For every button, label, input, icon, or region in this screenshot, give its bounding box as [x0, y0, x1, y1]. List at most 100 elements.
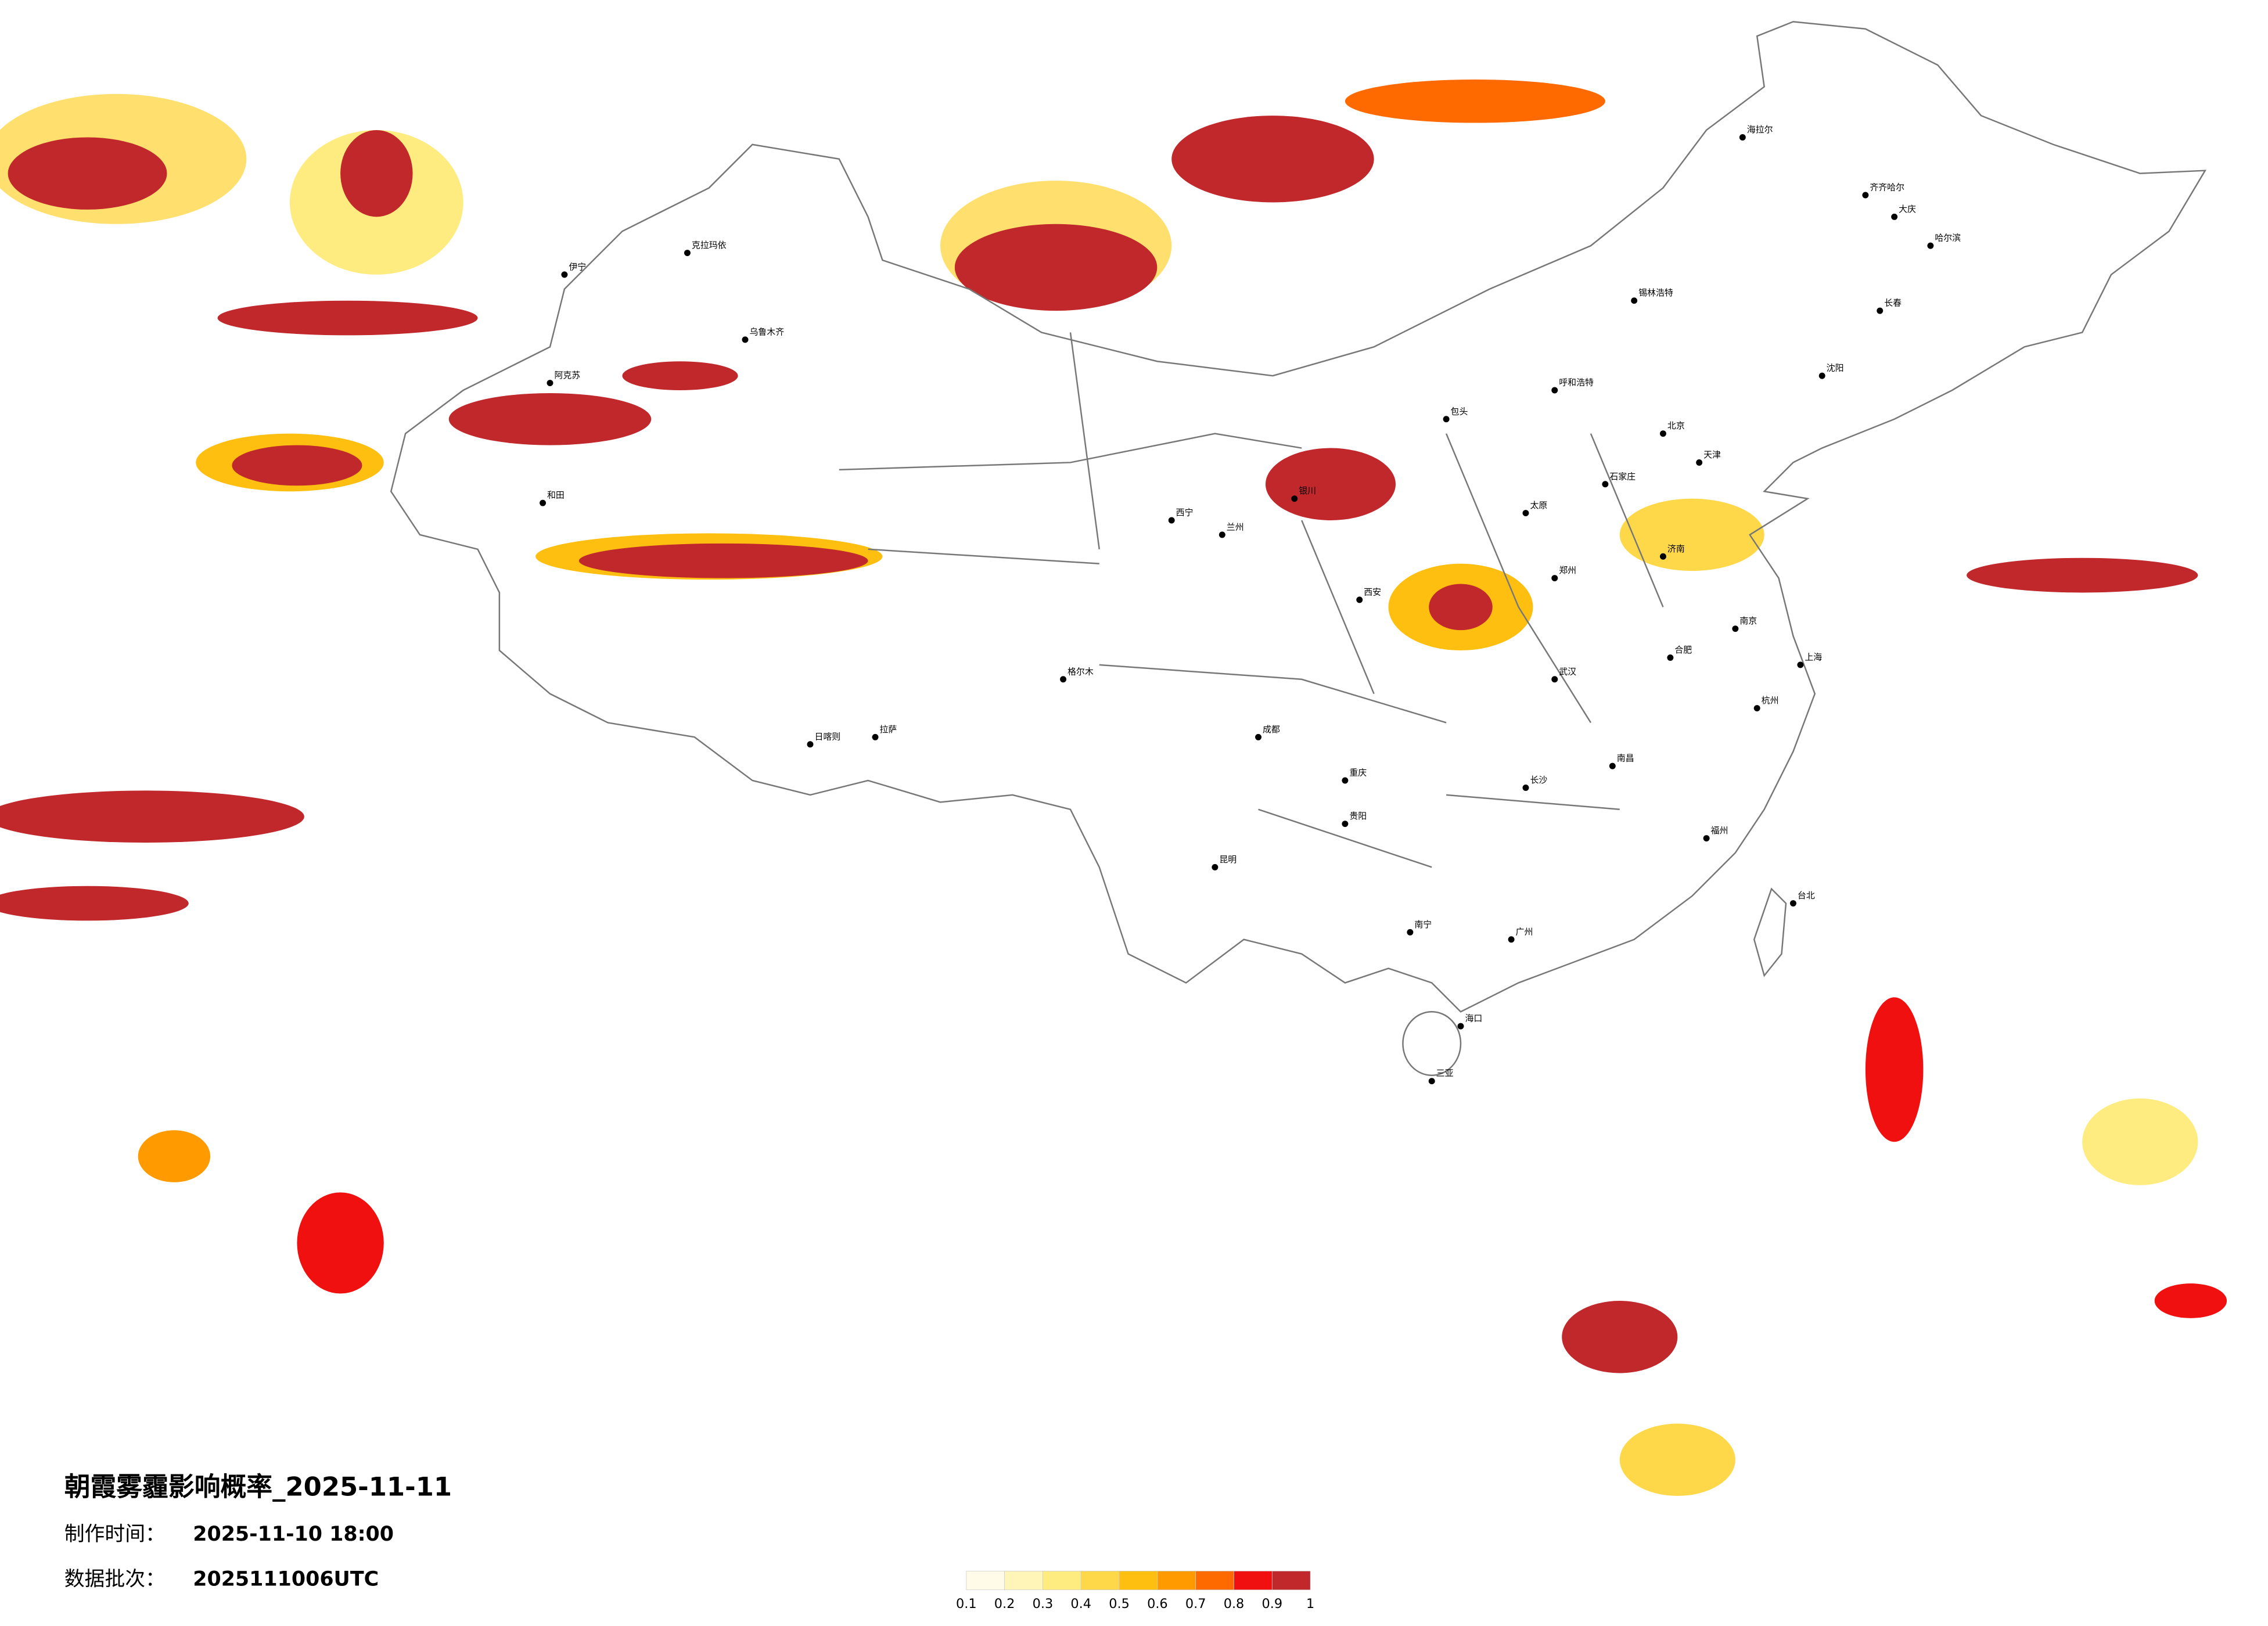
city-label: 重庆: [1349, 768, 1367, 778]
legend-swatch: [1195, 1571, 1234, 1591]
city-dot: [1342, 821, 1349, 828]
city-dot: [1551, 575, 1558, 582]
city-dot: [1219, 531, 1225, 538]
legend-swatch: [1271, 1571, 1311, 1591]
city-label: 长春: [1884, 298, 1902, 308]
city-dot: [1522, 784, 1529, 791]
city-label: 拉萨: [879, 724, 897, 735]
city-dot: [1457, 1023, 1464, 1030]
legend-tick-label: 0.3: [1033, 1596, 1054, 1611]
city-dot: [1609, 762, 1616, 769]
city-label: 南京: [1739, 616, 1757, 626]
haze-field: [0, 79, 2227, 1496]
city-dot: [742, 336, 749, 343]
city-label: 武汉: [1559, 666, 1576, 677]
city-label: 大庆: [1899, 204, 1916, 214]
city-dot: [1659, 430, 1666, 437]
legend-tick-label: 0.2: [994, 1596, 1015, 1611]
city-dot: [1862, 192, 1869, 199]
city-label: 海拉尔: [1747, 124, 1773, 135]
city-label: 济南: [1667, 544, 1685, 554]
city-dot: [1551, 387, 1558, 394]
legend-swatch: [1119, 1571, 1158, 1591]
city-label: 广州: [1516, 926, 1533, 937]
city-dot: [1508, 936, 1515, 943]
city-label: 伊宁: [569, 261, 586, 272]
city-dot: [1667, 654, 1674, 661]
city-dot: [1789, 900, 1796, 907]
city-label: 沈阳: [1827, 363, 1844, 373]
city-dot: [1168, 517, 1175, 524]
city-label: 乌鲁木齐: [749, 326, 784, 337]
legend-swatch: [1004, 1571, 1043, 1591]
legend-tick-label: 0.9: [1262, 1596, 1283, 1611]
city-dot: [1696, 459, 1703, 466]
city-label: 和田: [547, 490, 565, 501]
city-dot: [1522, 510, 1529, 517]
city-label: 上海: [1805, 652, 1822, 662]
city-label: 太原: [1530, 500, 1547, 510]
city-label: 郑州: [1559, 565, 1576, 575]
city-dot: [1443, 416, 1450, 423]
city-dot: [1739, 134, 1746, 141]
legend-swatch: [1080, 1571, 1120, 1591]
city-dot: [561, 271, 568, 278]
city-dot: [1732, 625, 1739, 632]
city-label: 台北: [1798, 890, 1815, 901]
city-dot: [684, 250, 691, 257]
city-label: 西安: [1364, 587, 1381, 597]
city-dot: [872, 733, 879, 740]
city-label: 哈尔滨: [1935, 233, 1961, 243]
city-label: 天津: [1703, 449, 1721, 460]
city-dot: [1356, 596, 1363, 603]
city-label: 杭州: [1762, 695, 1779, 706]
city-label: 北京: [1667, 420, 1685, 431]
city-dot: [807, 741, 814, 748]
legend-swatch: [1157, 1571, 1196, 1591]
city-dot: [1291, 495, 1298, 502]
batch-value: 2025111006UTC: [193, 1567, 379, 1591]
city-label: 福州: [1711, 825, 1728, 836]
legend-tick-label: 0.1: [956, 1596, 977, 1611]
city-dot: [1797, 661, 1804, 668]
legend-tick-label: 0.6: [1147, 1596, 1168, 1611]
legend-tick-label: 0.8: [1224, 1596, 1245, 1611]
city-dot: [1659, 553, 1666, 560]
legend-swatch: [966, 1571, 1005, 1591]
legend-swatch: [1234, 1571, 1273, 1591]
city-dot: [1891, 213, 1898, 220]
city-label: 齐齐哈尔: [1870, 182, 1904, 193]
legend-tick-label: 0.5: [1109, 1596, 1130, 1611]
city-dot: [1877, 307, 1884, 314]
city-label: 呼和浩特: [1559, 377, 1594, 388]
batch-label: 数据批次：: [64, 1567, 166, 1591]
city-label: 三亚: [1436, 1068, 1454, 1078]
city-label: 日喀则: [814, 731, 840, 742]
city-dot: [1703, 835, 1710, 842]
city-dot: [1060, 676, 1067, 683]
legend: 0.1 0.2 0.3 0.4 0.5 0.6 0.7 0.8 0.9 1: [956, 1571, 1314, 1611]
city-dot: [1631, 297, 1638, 304]
city-label: 格尔木: [1067, 666, 1094, 677]
city-label: 包头: [1451, 406, 1468, 416]
city-dot: [1407, 929, 1414, 936]
city-dot: [1927, 242, 1934, 249]
city-label: 兰州: [1227, 521, 1244, 532]
legend-tick-label: 0.4: [1070, 1596, 1091, 1611]
city-dot: [1753, 705, 1760, 712]
city-label: 成都: [1263, 724, 1280, 735]
city-label: 西宁: [1176, 508, 1194, 518]
city-dot: [1342, 777, 1349, 784]
legend-tick-label: 0.7: [1185, 1596, 1206, 1611]
made-value: 2025-11-10 18:00: [193, 1523, 394, 1546]
city-label: 克拉玛依: [692, 240, 727, 250]
city-label: 阿克苏: [554, 370, 580, 380]
city-dot: [1818, 372, 1825, 379]
city-label: 锡林浩特: [1638, 287, 1673, 298]
city-dot: [1428, 1078, 1435, 1085]
city-dot: [547, 380, 553, 387]
legend-swatch: [1043, 1571, 1081, 1591]
